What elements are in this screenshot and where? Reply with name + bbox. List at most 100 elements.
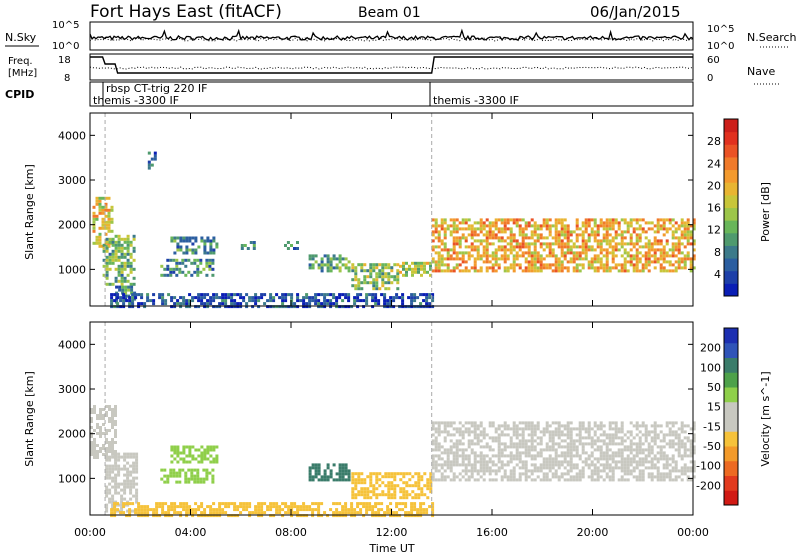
heatmap-cell-7 (524, 445, 528, 449)
heatmap-cell-7 (680, 424, 684, 428)
heatmap-cell-7 (458, 433, 462, 437)
heatmap-cell-6 (416, 514, 420, 518)
heatmap-cell-0 (114, 423, 117, 426)
heatmap-cell-7 (557, 421, 561, 425)
heatmap-cell-4 (203, 248, 207, 252)
heatmap-cell-5 (423, 484, 427, 488)
heatmap-cell-12 (533, 263, 537, 267)
heatmap-cell-6 (182, 502, 186, 506)
heatmap-cell-12 (668, 221, 672, 225)
heatmap-cell-7 (629, 460, 633, 464)
heatmap-cell-12 (629, 233, 633, 237)
heatmap-cell-12 (581, 242, 585, 246)
heatmap-cell-12 (602, 248, 606, 252)
heatmap-cell-7 (653, 454, 657, 458)
heatmap-cell-7 (587, 475, 591, 479)
heatmap-cell-0 (111, 423, 114, 426)
heatmap-cell-7 (596, 478, 600, 482)
heatmap-cell-6 (281, 508, 285, 512)
heatmap-cell-7 (455, 427, 459, 431)
heatmap-cell-12 (437, 257, 441, 261)
heatmap-cell-4 (194, 248, 198, 252)
heatmap-cell-12 (599, 242, 603, 246)
cpid-segment-0: themis -3300 IF (93, 94, 179, 107)
heatmap-cell-7 (527, 448, 531, 452)
heatmap-cell-12 (668, 254, 672, 258)
heatmap-cell-11 (248, 299, 252, 303)
heatmap-cell-12 (560, 269, 564, 273)
heatmap-cell-11 (377, 302, 381, 306)
heatmap-cell-6 (356, 511, 360, 515)
heatmap-cell-7 (605, 457, 609, 461)
heatmap-cell-11 (314, 299, 318, 303)
heatmap-cell-4 (314, 475, 318, 479)
heatmap-cell-12 (578, 254, 582, 258)
heatmap-cell-12 (629, 224, 633, 228)
heatmap-cell-12 (542, 236, 546, 240)
heatmap-cell-12 (494, 224, 498, 228)
heatmap-cell-3 (160, 468, 164, 472)
heatmap-cell-12 (635, 251, 639, 255)
heatmap-cell-12 (635, 221, 639, 225)
colorbar-segment (724, 357, 738, 373)
heatmap-cell-7 (671, 421, 675, 425)
heatmap-cell-7 (638, 430, 642, 434)
heatmap-cell-12 (494, 254, 498, 258)
heatmap-cell-6 (401, 502, 405, 506)
heatmap-cell-12 (617, 248, 621, 252)
heatmap-cell-11 (182, 296, 186, 300)
heatmap-cell-12 (605, 266, 609, 270)
heatmap-cell-0 (102, 444, 105, 447)
heatmap-cell-7 (443, 427, 447, 431)
heatmap-cell-12 (581, 257, 585, 261)
heatmap-cell-6 (311, 508, 315, 512)
heatmap-cell-7 (626, 448, 630, 452)
heatmap-cell-7 (686, 466, 690, 470)
heatmap-cell-12 (623, 218, 627, 222)
heatmap-cell-7 (569, 478, 573, 482)
heatmap-cell-11 (377, 299, 381, 303)
heatmap-cell-2 (130, 285, 134, 289)
heatmap-cell-5 (211, 273, 215, 277)
heatmap-cell-3 (172, 474, 176, 478)
heatmap-cell-7 (518, 445, 522, 449)
heatmap-cell-7 (542, 430, 546, 434)
heatmap-cell-7 (524, 466, 528, 470)
heatmap-cell-12 (605, 263, 609, 267)
heatmap-cell-6 (332, 502, 336, 506)
heatmap-cell-12 (461, 260, 465, 264)
heatmap-cell-7 (683, 430, 687, 434)
heatmap-cell-11 (188, 299, 192, 303)
heatmap-cell-10 (402, 267, 405, 271)
heatmap-cell-7 (521, 439, 525, 443)
heatmap-cell-0 (114, 456, 117, 459)
heatmap-cell-9 (351, 284, 355, 288)
heatmap-cell-7 (470, 442, 474, 446)
heatmap-cell-12 (452, 245, 456, 249)
heatmap-cell-0 (102, 432, 105, 435)
heatmap-cell-7 (551, 472, 555, 476)
heatmap-cell-7 (506, 463, 510, 467)
heatmap-cell-12 (566, 233, 570, 237)
heatmap-cell-9 (366, 275, 370, 279)
heatmap-cell-7 (674, 421, 678, 425)
heatmap-cell-12 (464, 239, 468, 243)
heatmap-cell-11 (290, 299, 294, 303)
heatmap-cell-11 (131, 296, 135, 300)
heatmap-cell-11 (170, 296, 174, 300)
heatmap-cell-11 (239, 293, 243, 297)
heatmap-cell-5 (169, 267, 173, 271)
heatmap-cell-7 (623, 448, 627, 452)
heatmap-cell-7 (569, 454, 573, 458)
heatmap-cell-12 (509, 218, 513, 222)
heatmap-cell-7 (665, 475, 669, 479)
heatmap-cell-7 (431, 457, 435, 461)
heatmap-cell-7 (656, 433, 660, 437)
heatmap-cell-12 (521, 254, 525, 258)
heatmap-cell-7 (551, 436, 555, 440)
heatmap-cell-6 (248, 505, 252, 509)
heatmap-cell-7 (485, 445, 489, 449)
heatmap-cell-1 (126, 252, 130, 256)
heatmap-cell-6 (359, 508, 363, 512)
heatmap-cell-6 (143, 508, 147, 512)
